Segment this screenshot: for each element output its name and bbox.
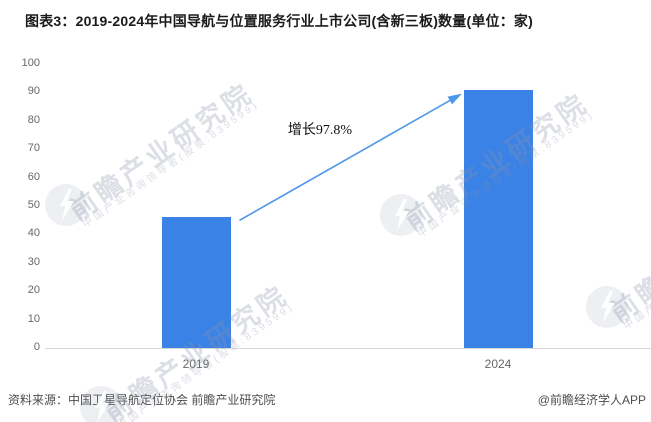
y-axis-tick-label: 20 <box>27 284 40 297</box>
watermark-brand-text: 前瞻产业研究院 <box>63 77 259 227</box>
y-axis-tick-label: 50 <box>27 199 40 211</box>
y-axis-tick-label: 90 <box>27 85 40 98</box>
chart-title: 图表3：2019-2024年中国导航与位置服务行业上市公司(含新三板)数量(单位… <box>25 13 533 29</box>
growth-annotation-label: 增长97.8% <box>287 123 353 138</box>
watermark-tagline-text: 中国产业咨询领导者(股票:839599) <box>621 201 651 333</box>
data-source-note: 资料来源：中国卫星导航定位协会 前瞻产业研究院 <box>8 393 276 407</box>
credit-note: @前瞻经济学人APP <box>537 393 646 407</box>
watermark-tagline-text: 中国产业咨询领导者(股票:839599) <box>80 99 262 231</box>
y-axis-tick-label: 40 <box>27 227 40 240</box>
y-axis-tick-label: 10 <box>27 312 40 325</box>
x-axis-category-label: 2019 <box>182 357 210 371</box>
y-axis-tick-label: 30 <box>27 255 40 268</box>
x-axis-category-label: 2024 <box>484 357 512 371</box>
y-axis-tick-label: 0 <box>33 341 40 353</box>
watermark-logo-icon <box>586 286 628 328</box>
bar-2024 <box>463 89 533 348</box>
y-axis-tick-label: 80 <box>27 113 40 126</box>
bar-2019 <box>161 217 231 348</box>
y-axis-tick-label: 70 <box>27 142 40 155</box>
x-axis-line <box>45 348 651 349</box>
watermark-logo-icon <box>45 184 87 226</box>
y-axis-tick-label: 60 <box>27 170 40 183</box>
watermark-brand-text: 前瞻产业研究院 <box>604 179 651 329</box>
y-axis-tick-label: 100 <box>21 57 40 69</box>
watermark-logo-icon <box>380 194 422 236</box>
